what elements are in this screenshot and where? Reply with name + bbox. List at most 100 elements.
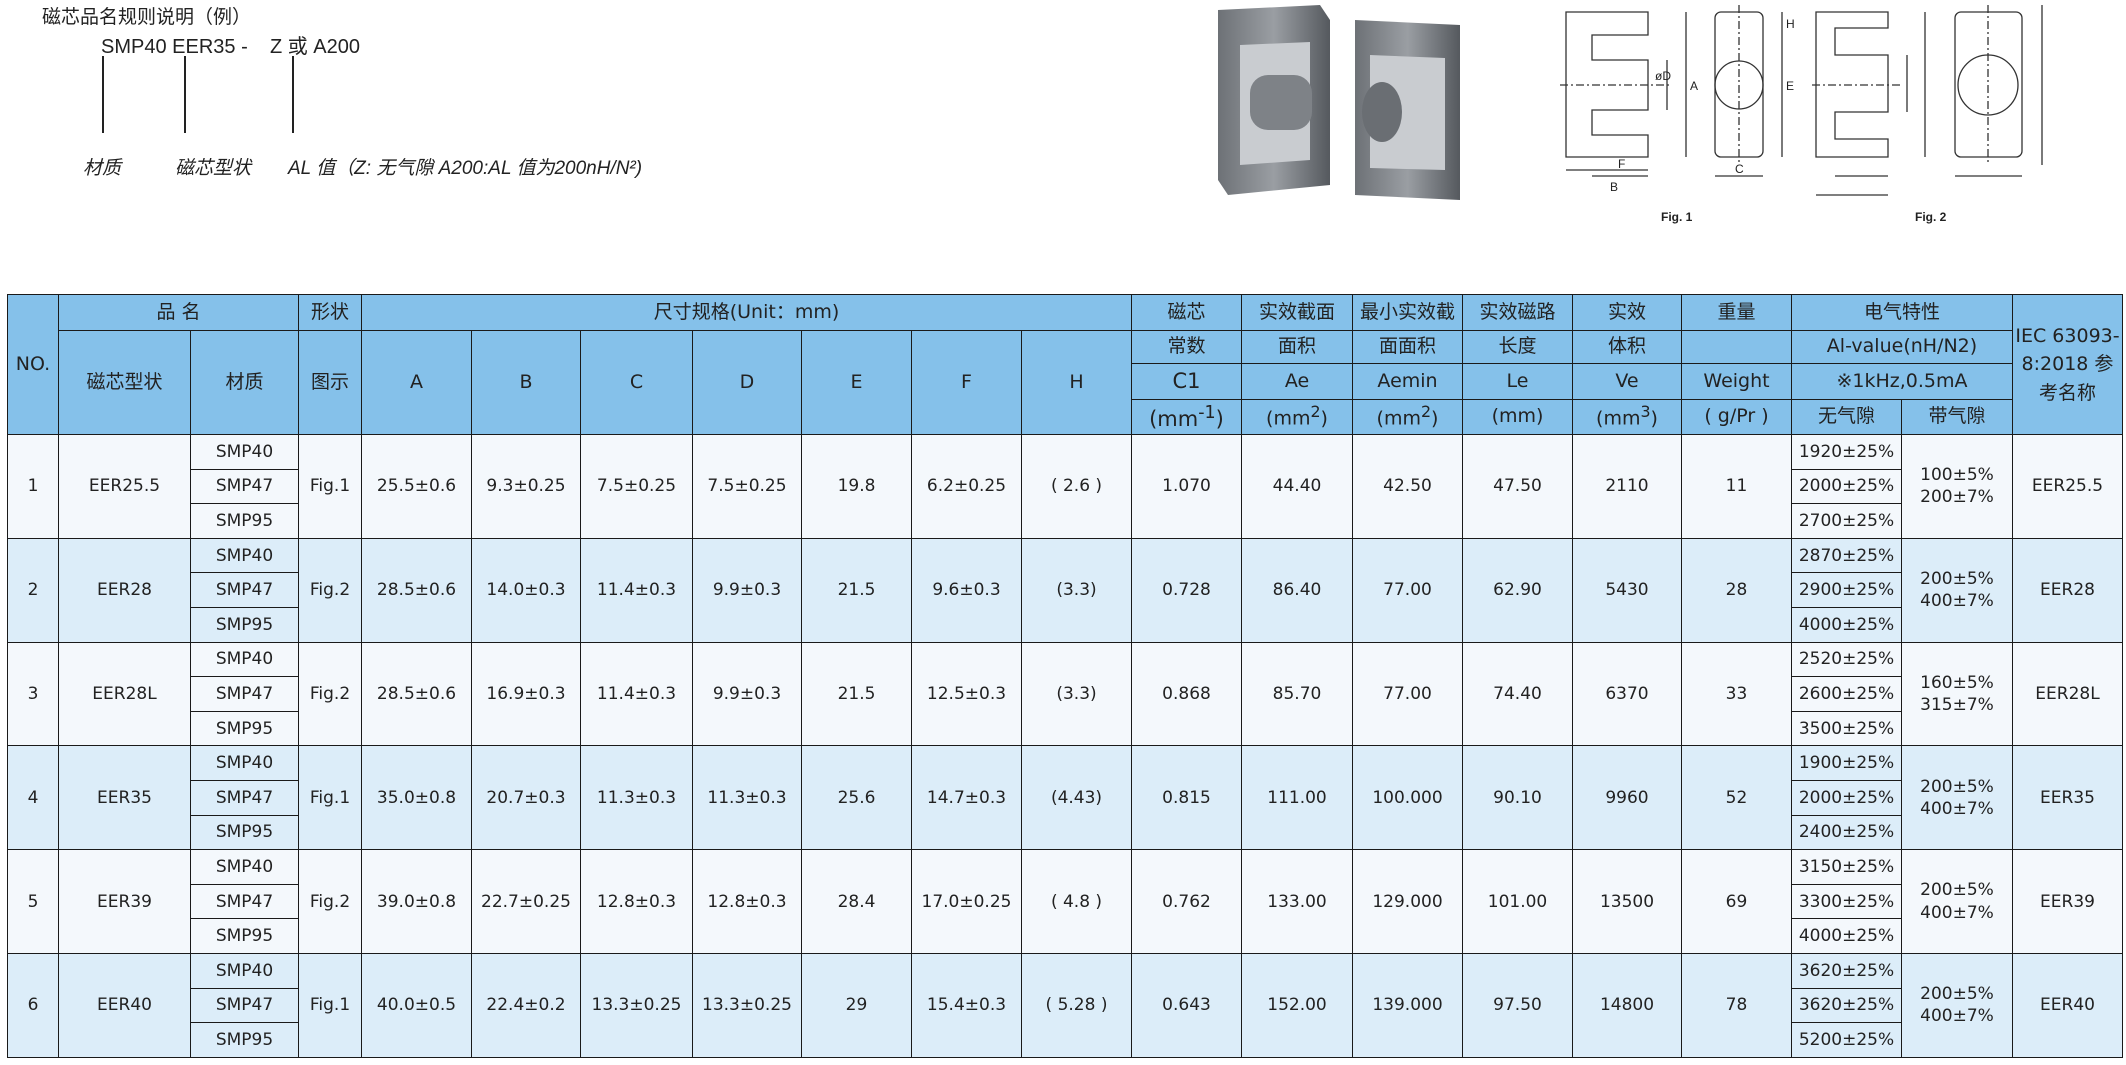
al-ungapped: 4000±25%: [1791, 918, 1902, 954]
dim-h: ( 4.8 ): [1021, 849, 1132, 954]
dim-f: 17.0±0.25: [911, 849, 1022, 954]
header-electrical: 电气特性: [1791, 294, 2013, 331]
al-ungapped: 3300±25%: [1791, 883, 1902, 920]
dim-e: 25.6: [801, 745, 912, 851]
figure-ref: Fig.2: [298, 537, 362, 643]
header-gapped: 带气隙: [1901, 399, 2013, 435]
al-gapped: 160±5% 315±7%: [1901, 641, 2013, 747]
core-type: EER35: [58, 745, 191, 851]
al-ungapped: 2400±25%: [1791, 814, 1902, 851]
row-no: 4: [7, 745, 59, 851]
material: SMP95: [190, 710, 299, 747]
dim-label-H: H: [1786, 17, 1795, 31]
dim-f: 14.7±0.3: [911, 745, 1022, 851]
material: SMP95: [190, 503, 299, 539]
material: SMP47: [190, 572, 299, 608]
al-gapped-1: 160±5%: [1920, 672, 1994, 693]
al-ungapped: 2600±25%: [1791, 676, 1902, 712]
ae-value: 85.70: [1241, 641, 1353, 747]
row-no: 5: [7, 849, 59, 954]
header-ae-a: 实效截面: [1241, 294, 1353, 331]
al-gapped-1: 200±5%: [1920, 569, 1994, 590]
al-pointer-line: [292, 56, 294, 133]
figure-ref: Fig.2: [298, 641, 362, 747]
material: SMP47: [190, 883, 299, 920]
header-shape: 形状: [298, 294, 362, 331]
al-gapped-2: 315±7%: [1920, 694, 1994, 715]
iec-name: EER35: [2012, 745, 2123, 851]
dim-label-C: C: [1735, 162, 1744, 176]
ve-value: 14800: [1572, 952, 1682, 1058]
table-row: SMP47 3300±25%: [8, 883, 2123, 920]
ae-value: 133.00: [1241, 849, 1353, 954]
dim-d: 9.9±0.3: [692, 537, 802, 643]
row-no: 2: [7, 537, 59, 643]
header-ae-unit: (mm2): [1241, 399, 1353, 435]
ae-value: 86.40: [1241, 537, 1353, 643]
weight-value: 33: [1681, 641, 1792, 747]
header-no: NO.: [7, 294, 59, 435]
aemin-value: 139.000: [1352, 952, 1463, 1058]
header-le-unit: (mm): [1462, 399, 1573, 435]
al-gapped: 200±5% 400±7%: [1901, 849, 2013, 954]
le-value: 62.90: [1462, 537, 1573, 643]
figure-ref: Fig.1: [298, 745, 362, 851]
dim-f: 15.4±0.3: [911, 952, 1022, 1058]
header-weight-a: 重量: [1681, 294, 1792, 331]
material: SMP95: [190, 814, 299, 851]
table-row: SMP47 2000±25%: [8, 779, 2123, 816]
al-gapped: 200±5% 400±7%: [1901, 745, 2013, 851]
al-ungapped: 3150±25%: [1791, 849, 1902, 885]
header-ae-b: 面积: [1241, 330, 1353, 364]
dim-f: 12.5±0.3: [911, 641, 1022, 747]
weight-value: 52: [1681, 745, 1792, 851]
aemin-value: 129.000: [1352, 849, 1463, 954]
header-test-condition: ※1kHz,0.5mA: [1791, 363, 2013, 400]
header-iec: IEC 63093-8:2018 参考名称: [2012, 294, 2123, 435]
al-gapped: 200±5% 400±7%: [1901, 952, 2013, 1058]
dim-h: ( 2.6 ): [1021, 434, 1132, 539]
table-row: SMP47 2900±25%: [8, 572, 2123, 608]
dim-e: 29: [801, 952, 912, 1058]
aemin-value: 100.000: [1352, 745, 1463, 851]
table-row: SMP47 3620±25%: [8, 987, 2123, 1024]
al-ungapped: 3620±25%: [1791, 952, 1902, 989]
dim-h: (4.43): [1021, 745, 1132, 851]
naming-rule-example-code: SMP40 EER35 - Z 或 A200: [101, 36, 360, 58]
ve-value: 5430: [1572, 537, 1682, 643]
al-gapped-2: 400±7%: [1920, 591, 1994, 612]
ve-value: 2110: [1572, 434, 1682, 539]
weight-value: 69: [1681, 849, 1792, 954]
header-dim-A: A: [361, 330, 472, 435]
dim-b: 22.4±0.2: [471, 952, 581, 1058]
material: SMP40: [190, 952, 299, 989]
dim-c: 12.8±0.3: [580, 849, 693, 954]
header-ve-symbol: Ve: [1572, 363, 1682, 400]
dim-b: 22.7±0.25: [471, 849, 581, 954]
figure-ref: Fig.1: [298, 434, 362, 539]
ee-core-photo: [1218, 5, 1460, 200]
al-gapped-2: 400±7%: [1920, 902, 1994, 923]
al-ungapped: 2870±25%: [1791, 537, 1902, 574]
material-pointer-line: [102, 56, 104, 133]
c1-value: 0.762: [1131, 849, 1242, 954]
c1-value: 0.728: [1131, 537, 1242, 643]
fig1-front-view: [1714, 5, 1783, 177]
al-gapped: 100±5% 200±7%: [1901, 434, 2013, 539]
dim-h: (3.3): [1021, 537, 1132, 643]
header-ve-unit: (mm3): [1572, 399, 1682, 435]
c1-value: 0.815: [1131, 745, 1242, 851]
fig1-caption: Fig. 1: [1661, 210, 1693, 224]
material: SMP95: [190, 1022, 299, 1058]
material: SMP40: [190, 745, 299, 781]
dim-b: 16.9±0.3: [471, 641, 581, 747]
core-type: EER25.5: [58, 434, 191, 539]
dim-c: 7.5±0.25: [580, 434, 693, 539]
material: SMP40: [190, 537, 299, 574]
dim-label-A: A: [1690, 79, 1698, 93]
dim-a: 35.0±0.8: [361, 745, 472, 851]
material: SMP95: [190, 606, 299, 643]
dim-d: 12.8±0.3: [692, 849, 802, 954]
al-gapped-1: 200±5%: [1920, 776, 1994, 797]
table-row: SMP95 2700±25%: [8, 503, 2123, 539]
